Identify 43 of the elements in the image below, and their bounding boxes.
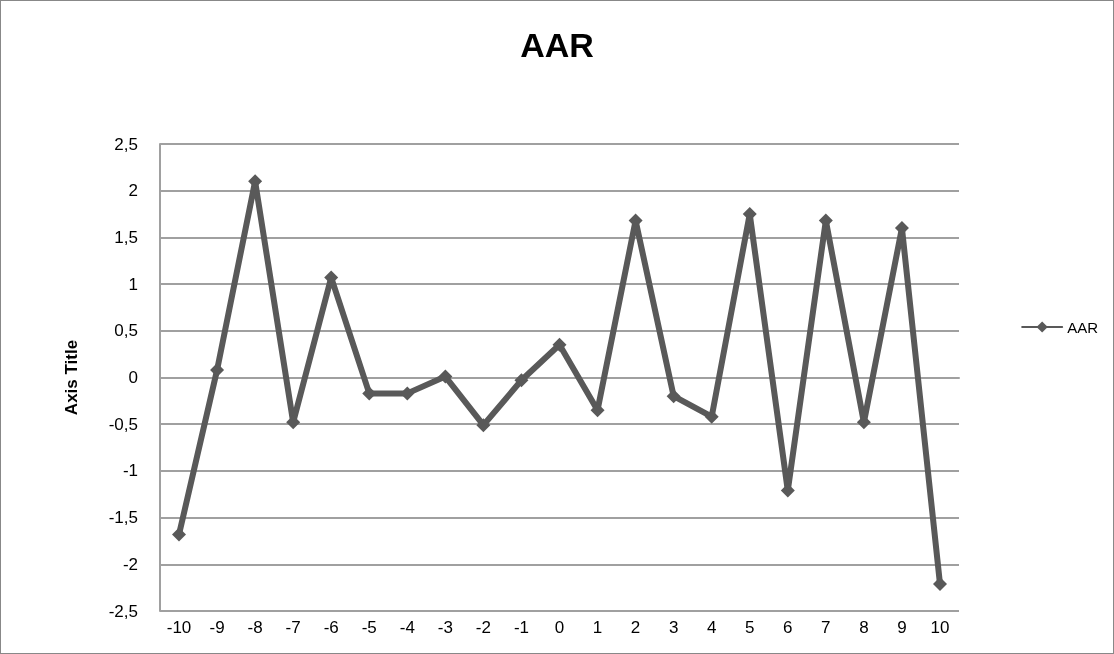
y-tick-label: -2,5 <box>108 601 138 621</box>
x-tick-label: -6 <box>323 618 339 637</box>
x-tick-label: 10 <box>930 618 950 637</box>
x-tick-label: 9 <box>897 618 907 637</box>
y-tick-label: -2 <box>122 554 138 574</box>
point <box>666 389 681 404</box>
y-tick-label: -1,5 <box>108 508 138 528</box>
x-tick-label: 2 <box>630 618 641 637</box>
y-tick-label: 0,5 <box>114 321 138 341</box>
x-tick-label: 4 <box>706 618 717 637</box>
x-tick-label: 0 <box>554 618 565 637</box>
legend-label: AAR <box>1067 318 1099 336</box>
x-tick-label: 1 <box>592 618 603 637</box>
x-tick-label: 7 <box>821 618 831 637</box>
y-tick-label: -0,5 <box>108 414 138 434</box>
point <box>210 363 225 378</box>
x-tick-label: -9 <box>209 618 225 637</box>
x-tick-label: -3 <box>437 618 453 637</box>
chart-title: AAR <box>520 26 594 64</box>
point <box>438 369 453 384</box>
x-tick-label: -4 <box>399 618 415 637</box>
x-tick-label: -1 <box>513 618 530 637</box>
point <box>704 409 719 424</box>
y-tick-label: -1 <box>122 461 138 481</box>
x-tick-label: -2 <box>475 618 491 637</box>
x-tick-label: 5 <box>745 618 755 637</box>
x-tick-label: 8 <box>859 618 869 637</box>
y-axis-title: Axis Title <box>62 339 81 416</box>
point <box>514 373 529 388</box>
y-tick-label: 1,5 <box>114 227 138 247</box>
x-tick-label: -5 <box>361 618 377 637</box>
y-tick-label: 2,5 <box>114 134 138 154</box>
x-tick-label: -8 <box>247 618 263 637</box>
point <box>476 418 491 433</box>
y-tick-label: 2 <box>128 181 138 201</box>
x-tick-label: 3 <box>668 618 679 637</box>
y-tick-label: 0 <box>128 368 138 387</box>
x-tick-label: 6 <box>783 618 793 637</box>
point <box>172 527 187 542</box>
x-tick-label: -7 <box>285 618 301 637</box>
y-tick-label: 1 <box>128 274 138 294</box>
point <box>552 337 567 352</box>
x-tick-label: -10 <box>166 618 192 637</box>
